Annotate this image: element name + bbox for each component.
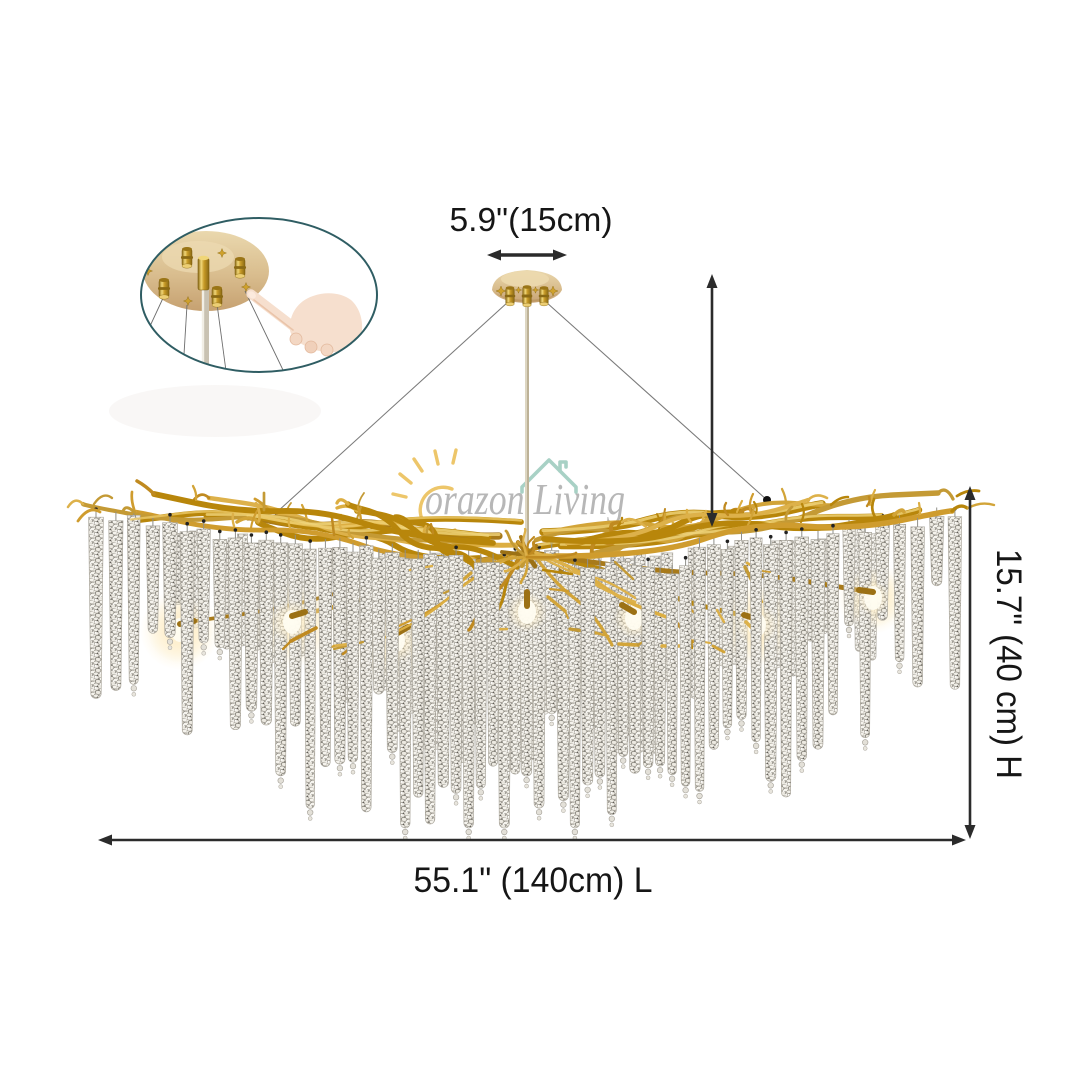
svg-text:15.7" (40 cm) H: 15.7" (40 cm) H (989, 549, 1028, 779)
svg-text:55.1" (140cm) L: 55.1" (140cm) L (414, 861, 653, 900)
svg-text:5.9"(15cm): 5.9"(15cm) (450, 201, 613, 238)
